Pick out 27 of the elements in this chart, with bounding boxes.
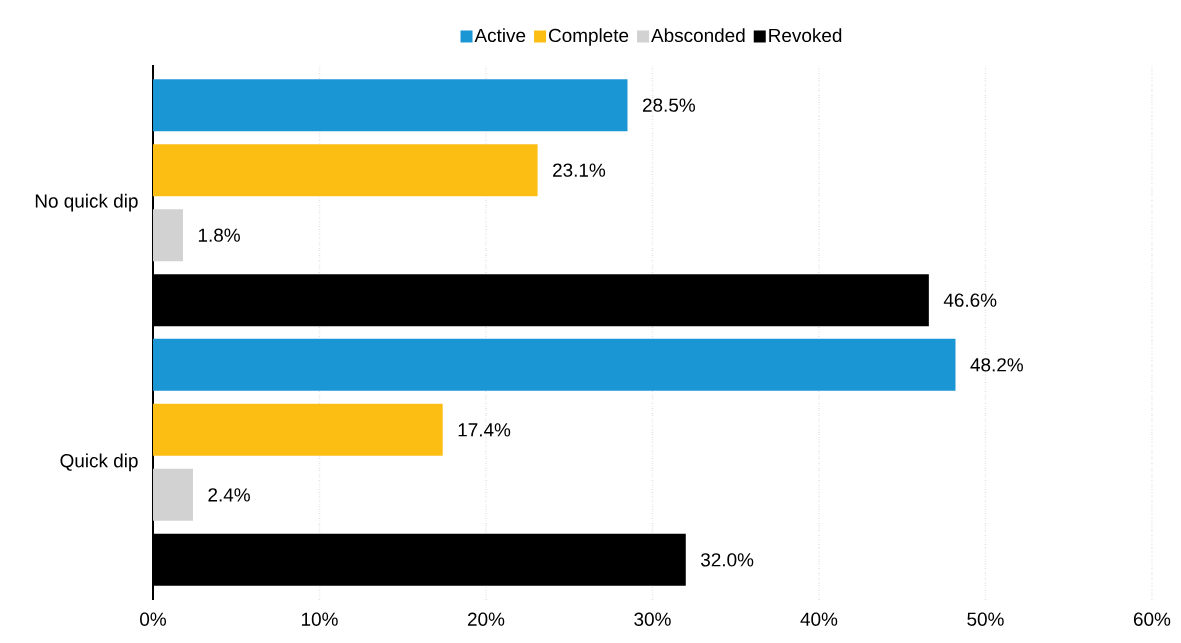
x-tick-label: 50% xyxy=(967,612,1004,626)
x-tick-label: 40% xyxy=(800,612,838,626)
bar xyxy=(153,79,628,132)
x-tick-label: 10% xyxy=(301,612,338,626)
data-label: 32.0% xyxy=(701,553,754,567)
legend-label: Active xyxy=(474,28,526,43)
y-tick-label: No quick dip xyxy=(35,193,138,212)
data-label: 1.8% xyxy=(198,228,240,242)
legend-label: Complete xyxy=(548,28,629,46)
bar xyxy=(153,468,193,521)
data-label: 2.4% xyxy=(208,488,250,502)
data-label: 17.4% xyxy=(458,423,511,437)
x-tick-label: 30% xyxy=(634,612,671,626)
bar xyxy=(153,338,956,391)
data-label: 23.1% xyxy=(553,163,606,177)
data-label: 46.6% xyxy=(943,293,997,307)
bar xyxy=(153,144,538,197)
x-tick-label: 60% xyxy=(1133,612,1171,626)
data-label: 28.5% xyxy=(642,98,695,112)
legend-label: Revoked xyxy=(769,28,842,43)
y-tick-label: Quick dip xyxy=(60,453,138,472)
data-label: 48.2% xyxy=(970,358,1023,372)
x-tick-label: 0% xyxy=(140,612,166,626)
bar xyxy=(153,209,183,262)
bar xyxy=(153,403,443,456)
legend-label: Absconded xyxy=(651,28,745,43)
x-tick-label: 20% xyxy=(467,612,505,626)
